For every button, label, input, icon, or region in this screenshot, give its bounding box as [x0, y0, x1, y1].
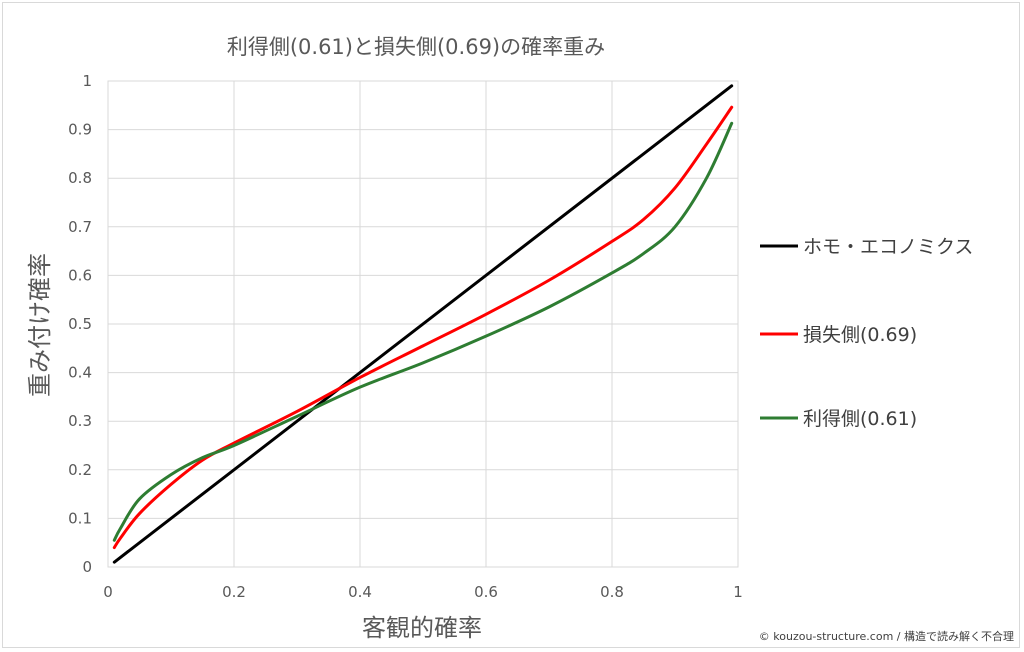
x-tick-label: 0.4 — [348, 583, 372, 601]
legend-label-loss-side: 損失側(0.69) — [803, 324, 917, 346]
x-tick-label: 0.8 — [600, 583, 624, 601]
y-tick-label: 0.4 — [68, 364, 92, 382]
y-tick-label: 0.5 — [68, 315, 92, 333]
x-tick-label: 0.6 — [474, 583, 498, 601]
y-tick-label: 0.2 — [68, 461, 92, 479]
series-lines — [112, 84, 734, 564]
x-axis-ticks: 0 0.2 0.4 0.6 0.8 1 — [103, 583, 743, 601]
y-tick-label: 0.8 — [68, 169, 92, 187]
copyright-credit: © kouzou-structure.com / 構造で読み解く不合理 — [758, 630, 1014, 643]
y-tick-label: 1 — [82, 72, 92, 90]
y-axis-ticks: 0 0.1 0.2 0.3 0.4 0.5 0.6 0.7 0.8 0.9 1 — [68, 72, 92, 576]
legend-label-homo-economicus: ホモ・エコノミクス — [803, 236, 973, 258]
y-tick-label: 0.9 — [68, 121, 92, 139]
y-tick-label: 0.3 — [68, 412, 92, 430]
series-line-loss-side — [112, 105, 734, 550]
x-tick-label: 1 — [733, 583, 743, 601]
y-tick-label: 0.7 — [68, 218, 92, 236]
x-tick-label: 0.2 — [222, 583, 246, 601]
series-line-gain-side — [112, 121, 734, 542]
x-tick-label: 0 — [103, 583, 113, 601]
y-tick-label: 0 — [82, 558, 92, 576]
plot-area — [107, 80, 739, 568]
chart-title: 利得側(0.61)と損失側(0.69)の確率重み — [227, 35, 605, 59]
series-line-homo-economicus — [112, 84, 734, 564]
y-axis-title: 重み付け確率 — [26, 253, 54, 397]
y-tick-label: 0.6 — [68, 266, 92, 284]
y-tick-label: 0.1 — [68, 509, 92, 527]
x-axis-title: 客観的確率 — [362, 614, 482, 642]
legend-label-gain-side: 利得側(0.61) — [803, 408, 917, 430]
plot-border — [107, 80, 739, 568]
